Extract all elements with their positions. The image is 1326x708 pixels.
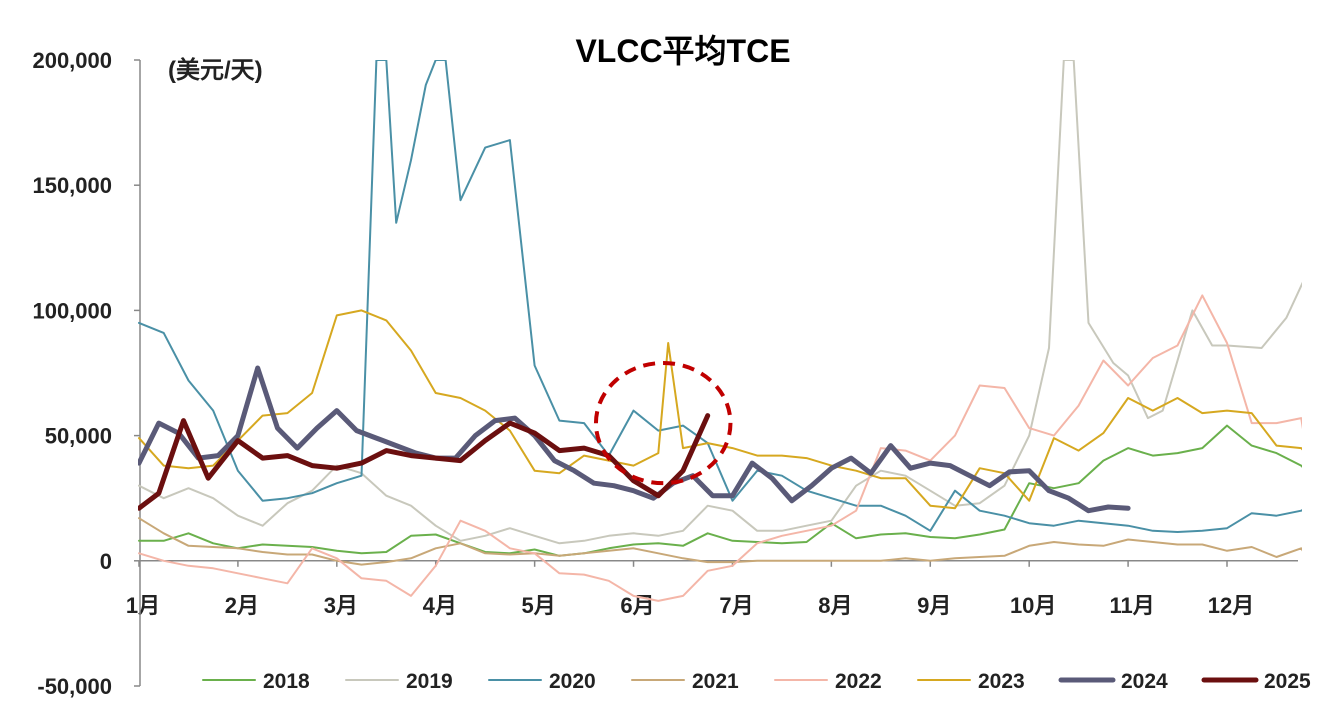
legend-label-2019: 2019 [406, 670, 453, 693]
x-tick-label: 10月 [1010, 593, 1056, 618]
legend-label-2021: 2021 [692, 670, 739, 693]
series-line-2023 [138, 309, 1302, 510]
x-tick-label: 8月 [818, 593, 852, 618]
legend-label-2018: 2018 [263, 670, 310, 693]
y-axis-ticks: -50,000 0 50,000 100,000 150,000 200,000 [32, 48, 140, 699]
x-tick-label: 11月 [1109, 593, 1154, 618]
series-line-2018 [138, 424, 1302, 557]
y-tick-label: 0 [100, 549, 112, 574]
x-tick-label: 5月 [522, 593, 556, 618]
series-line-2022 [138, 294, 1302, 602]
legend-label-2025: 2025 [1264, 670, 1311, 693]
x-tick-label: 3月 [324, 593, 358, 618]
y-unit-label: (美元/天) [168, 56, 263, 84]
series-line-2019 [138, 60, 1302, 545]
legend-label-2022: 2022 [835, 670, 882, 693]
legend-label-2020: 2020 [549, 670, 596, 693]
highlight-circle [593, 360, 733, 486]
series-line-2025 [138, 413, 711, 511]
legend-label-2024: 2024 [1121, 670, 1168, 693]
y-tick-label: 200,000 [32, 48, 112, 73]
x-axis-ticks: 1月 2月 3月 4月 5月 6月 7月 8月 9月 10月 11月 12月 [126, 560, 1254, 618]
y-tick-label: 150,000 [32, 173, 112, 198]
x-tick-label: 4月 [423, 593, 457, 618]
legend: 2018 2019 2020 2021 2022 2023 2024 2025 [202, 670, 1311, 693]
series-line-2024 [138, 365, 1131, 514]
x-tick-label: 2月 [225, 593, 259, 618]
series-line-2020 [138, 60, 1302, 533]
chart-title: VLCC平均TCE [575, 33, 790, 69]
x-tick-label: 1月 [126, 593, 160, 618]
x-tick-label: 9月 [917, 593, 951, 618]
series-lines [138, 60, 1302, 602]
y-tick-label: 100,000 [32, 298, 112, 323]
x-tick-label: 12月 [1208, 593, 1254, 618]
y-tick-label: 50,000 [45, 424, 112, 449]
x-tick-label: 7月 [719, 593, 753, 618]
y-tick-label: -50,000 [37, 674, 112, 699]
series-line-2021 [138, 517, 1302, 566]
legend-label-2023: 2023 [978, 670, 1025, 693]
